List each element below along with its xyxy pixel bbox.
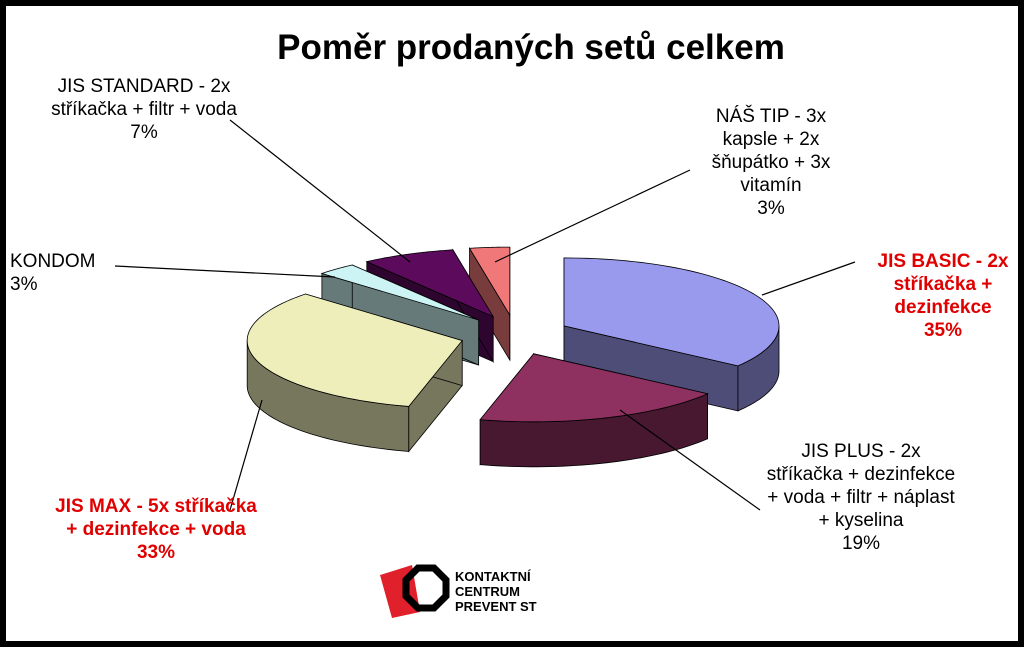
slice <box>320 264 479 321</box>
data-label: JIS STANDARD - 2x stříkačka + filtr + vo… <box>44 75 244 144</box>
leader-line <box>229 399 263 511</box>
category-label: JIS BASIC - 2x stříkačka + dezinfekce <box>877 251 1009 318</box>
logo-text: KONTAKTNÍ <box>455 569 531 584</box>
chart-frame: KONTAKTNÍ CENTRUM PREVENT ST Poměr proda… <box>6 6 1018 641</box>
category-label: JIS MAX - 5x stříkačka + dezinfekce + vo… <box>55 496 257 540</box>
leader-line <box>494 169 691 263</box>
logo-text: PREVENT ST <box>455 599 537 614</box>
data-label: NÁŠ TIP - 3x kapsle + 2x šňupátko + 3x v… <box>696 105 846 220</box>
logo-text: CENTRUM <box>455 584 520 599</box>
leader-line <box>114 265 336 278</box>
category-label: KONDOM <box>10 251 96 272</box>
plot <box>114 119 856 511</box>
slice <box>365 249 495 318</box>
logo-ring <box>402 564 450 612</box>
leader-line <box>229 119 411 263</box>
logo: KONTAKTNÍ CENTRUM PREVENT ST <box>380 564 537 618</box>
leader-line <box>619 409 761 511</box>
category-label: NÁŠ TIP - 3x kapsle + 2x šňupátko + 3x v… <box>711 106 831 196</box>
leader-line <box>761 261 856 296</box>
category-label: JIS PLUS - 2x stříkačka + dezinfekce + v… <box>766 441 956 531</box>
data-label: JIS PLUS - 2x stříkačka + dezinfekce + v… <box>766 440 956 555</box>
value-label: 33% <box>136 542 176 563</box>
chart-title: Poměr prodaných setů celkem <box>277 28 785 67</box>
data-label: JIS BASIC - 2x stříkačka + dezinfekce 35% <box>858 250 1018 342</box>
data-label: JIS MAX - 5x stříkačka + dezinfekce + vo… <box>51 495 261 564</box>
data-label: KONDOM 3% <box>10 250 110 296</box>
slice <box>468 246 511 317</box>
category-label: JIS STANDARD - 2x stříkačka + filtr + vo… <box>51 76 237 120</box>
slice <box>246 293 463 407</box>
slice <box>479 353 709 423</box>
value-label: 3% <box>10 274 38 295</box>
value-label: 3% <box>757 198 785 219</box>
value-label: 7% <box>130 122 158 143</box>
value-label: 19% <box>841 533 881 554</box>
slice <box>563 257 780 367</box>
chart: KONTAKTNÍ CENTRUM PREVENT ST <box>114 119 856 618</box>
value-label: 35% <box>923 320 963 341</box>
